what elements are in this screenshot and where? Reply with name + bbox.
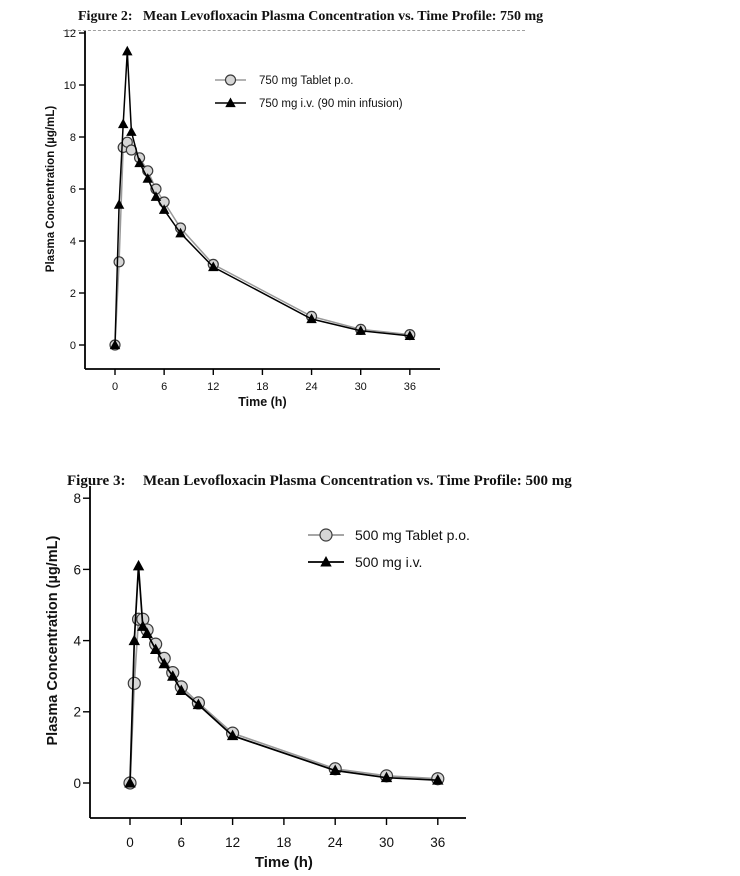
marker-circle (113, 256, 125, 268)
y-axis-title: Plasma Concentration (µg/mL) (45, 106, 57, 273)
marker-triangle (329, 764, 341, 776)
legend-label: 500 mg i.v. (355, 554, 422, 570)
series-line-1 (114, 140, 410, 346)
legend-label: 500 mg Tablet p.o. (355, 527, 470, 543)
marker-circle (224, 74, 237, 86)
marker-triangle (158, 204, 170, 214)
marker-triangle (192, 698, 205, 710)
x-axis-tick-label: 12 (225, 835, 240, 850)
x-axis-tick-label: 6 (178, 835, 186, 850)
y-axis-tick-label: 6 (70, 184, 76, 196)
x-axis-tick-label: 0 (126, 835, 134, 850)
marker-triangle (404, 330, 416, 341)
marker-triangle (141, 627, 153, 638)
marker-triangle (306, 313, 317, 324)
marker-triangle (167, 670, 179, 681)
y-axis-title: Plasma Concentration (µg/mL) (45, 536, 61, 746)
x-axis-tick-label: 36 (430, 835, 445, 850)
marker-triangle (226, 729, 239, 741)
marker-triangle (380, 771, 393, 783)
x-axis-tick-label: 30 (379, 835, 394, 850)
marker-triangle (122, 45, 133, 56)
x-axis-tick-label: 24 (328, 835, 344, 850)
marker-triangle (124, 777, 136, 788)
x-axis-tick-label: 36 (404, 381, 416, 393)
marker-triangle (158, 657, 170, 669)
legend-label: 750 mg i.v. (90 min infusion) (259, 98, 403, 110)
marker-triangle (109, 339, 121, 350)
series-line-2 (129, 565, 438, 784)
figure2-label: Figure 2: (78, 9, 133, 24)
y-axis-tick-label: 2 (70, 288, 76, 300)
y-axis-tick-label: 4 (73, 633, 81, 648)
series-line-1 (129, 618, 438, 784)
x-axis-tick-label: 18 (276, 835, 291, 850)
x-axis-title: Time (h) (238, 395, 286, 409)
marker-triangle (126, 126, 137, 136)
figure2-title-underline (63, 30, 525, 31)
x-axis-tick-label: 30 (355, 381, 367, 393)
marker-triangle (432, 774, 444, 785)
marker-triangle (208, 261, 219, 272)
marker-triangle (134, 157, 145, 168)
y-axis-tick-label: 6 (73, 562, 81, 577)
y-axis-tick-label: 8 (70, 132, 76, 144)
marker-triangle (320, 556, 332, 567)
marker-triangle (355, 325, 366, 335)
x-axis-title: Time (h) (255, 854, 313, 871)
marker-triangle (128, 634, 140, 646)
marker-triangle (150, 191, 162, 201)
marker-triangle (149, 643, 162, 654)
figure3-title: Mean Levofloxacin Plasma Concentration v… (143, 473, 572, 489)
y-axis-tick-label: 8 (73, 491, 81, 506)
y-axis-tick-label: 0 (73, 776, 81, 791)
y-axis-tick-label: 10 (64, 80, 76, 92)
marker-triangle (142, 173, 153, 183)
marker-triangle (132, 559, 145, 571)
marker-triangle (117, 118, 129, 129)
marker-triangle (175, 227, 186, 238)
marker-circle (127, 676, 141, 690)
x-axis-tick-label: 0 (112, 381, 118, 393)
series-line-2 (114, 51, 410, 346)
y-axis-tick-label: 0 (70, 340, 76, 352)
x-axis-tick-label: 18 (256, 381, 268, 393)
marker-triangle (225, 97, 236, 108)
x-axis-tick-label: 12 (207, 381, 219, 393)
legend-label: 750 mg Tablet p.o. (259, 75, 353, 87)
figure2-caption: Figure 2: Mean Levofloxacin Plasma Conce… (0, 0, 740, 24)
marker-triangle (137, 620, 149, 631)
figure3-label: Figure 3: (67, 473, 126, 489)
x-axis-tick-label: 6 (161, 381, 167, 393)
marker-triangle (175, 684, 187, 695)
figure2-title: Mean Levofloxacin Plasma Concentration v… (143, 9, 544, 24)
y-axis-tick-label: 12 (64, 28, 76, 40)
figure3-caption: Figure 3: Mean Levofloxacin Plasma Conce… (0, 0, 740, 489)
y-axis-tick-label: 2 (73, 705, 81, 720)
marker-circle (319, 528, 333, 542)
y-axis-tick-label: 4 (70, 236, 76, 248)
marker-triangle (113, 199, 125, 209)
x-axis-tick-label: 24 (305, 381, 317, 393)
